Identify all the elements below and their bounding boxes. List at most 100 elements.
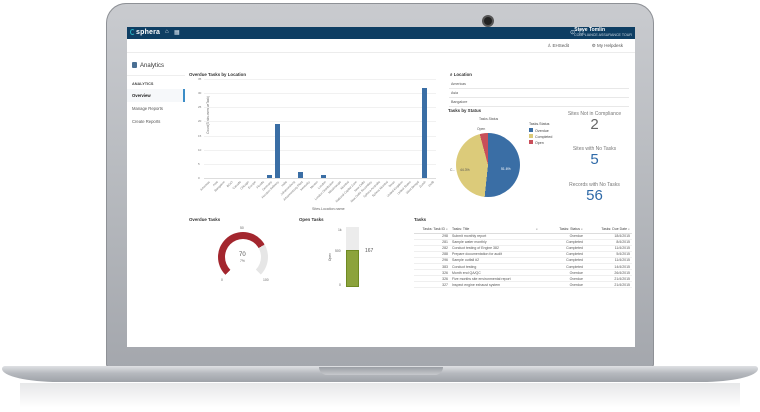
help-icon[interactable]: ⊙ <box>569 30 575 36</box>
analytics-icon <box>132 62 137 68</box>
open-tasks-value: 167 <box>365 248 374 254</box>
bar[interactable] <box>321 175 327 178</box>
table-row[interactable]: 298 Submit monthly report Overdue 18/4/2015 <box>414 233 632 240</box>
grid-icon[interactable]: ▦ <box>174 30 180 36</box>
user-link-label: EHSedit <box>552 43 569 48</box>
legend-title: Tasks.Status <box>529 122 550 126</box>
bullet-tick: 1k <box>338 228 342 232</box>
screen: sphera ⌂ ▦ ⊙ ⚇ Steve Tomlin COMPLIANCE A… <box>127 27 635 347</box>
kpi-title: Sites with No Tasks <box>572 146 617 152</box>
sidebar-item-manage-reports[interactable]: Manage Reports <box>132 106 163 111</box>
bar[interactable] <box>267 175 273 178</box>
gauge-value: 70 <box>239 252 246 258</box>
search-icon: ⌕ <box>450 72 454 77</box>
home-icon[interactable]: ⌂ <box>165 29 169 35</box>
overdue-tasks-gauge[interactable] <box>218 232 268 282</box>
search-icon[interactable]: ⌕ <box>581 227 583 232</box>
cell-due-date: 8/4/2015 <box>585 239 632 246</box>
pie-subtitle: Tasks.Status <box>479 117 499 121</box>
camera-icon <box>484 17 492 25</box>
cell-due-date: 18/4/2015 <box>585 233 632 240</box>
sidebar-item-create-reports[interactable]: Create Reports <box>132 119 161 124</box>
cell-task-id: 281 <box>414 239 450 246</box>
x-axis-line <box>204 178 436 179</box>
legend-item-overdue[interactable]: Overdue <box>529 128 552 134</box>
location-title-label: Location <box>453 72 472 77</box>
table-row[interactable]: 288 Prepare documentation for audit Comple… <box>414 251 632 258</box>
search-icon[interactable]: ⌕ <box>628 227 630 232</box>
location-item[interactable]: Bangalore <box>449 98 629 107</box>
overdue-by-location-chart[interactable]: Count(Tasks.overdueTask) 35 30 25 20 15 … <box>198 77 439 203</box>
bars: Americas Asia Bangalore BGCI Canada Chicago Eu… <box>199 79 436 203</box>
cell-task-id: 327 <box>414 281 450 289</box>
cell-status: Overdue <box>540 275 585 283</box>
kpi-title: Records with No Tasks <box>569 182 620 188</box>
bar[interactable] <box>298 172 304 178</box>
cell-status: Completed <box>540 239 585 246</box>
cell-due-date: 26/4/2015 <box>585 269 632 277</box>
bar[interactable] <box>274 124 280 178</box>
tasks-by-status-pie[interactable] <box>456 133 520 197</box>
table-row[interactable]: 327 Inspect engine exhaust system Overdue 2… <box>414 281 632 289</box>
cell-task-id: 288 <box>414 251 450 258</box>
pie-label-completed: 44.3% <box>460 168 470 172</box>
sidebar-section: ANALYTICS <box>127 75 185 89</box>
legend-swatch <box>529 128 533 132</box>
legend-item-open[interactable]: Open <box>529 140 552 146</box>
cell-due-date: 21/4/2015 <box>585 281 632 289</box>
location-item[interactable]: Asia <box>449 89 629 98</box>
tasks-table: Tasks: Task ID ⌕ Tasks: Title ⌕ Tasks: S… <box>414 226 632 289</box>
pie-label-overdue: 51.6% <box>501 167 511 171</box>
sidebar-item-overview[interactable]: Overview <box>127 89 185 102</box>
user-icon[interactable]: ⚇ <box>578 30 584 36</box>
col-title[interactable]: Tasks: Title ⌕ <box>450 226 540 234</box>
cell-status: Overdue <box>540 269 585 277</box>
search-icon[interactable]: ⌕ <box>536 227 538 232</box>
cell-status: Completed <box>540 263 585 271</box>
col-label: Tasks: Task ID <box>422 227 446 232</box>
table-row[interactable]: 383 Conduct testing Completed 14/4/2015 <box>414 263 632 271</box>
y-tick: 5 <box>198 162 200 166</box>
user-link[interactable]: ♙ EHSedit <box>547 43 569 49</box>
cell-status: Overdue <box>540 233 585 240</box>
cell-task-id: 326 <box>414 269 450 277</box>
tasks-by-status-title: Tasks by Status <box>448 108 482 113</box>
user-name[interactable]: Steve Tomlin <box>574 27 605 33</box>
brand-logo[interactable]: sphera <box>130 29 160 36</box>
sidebar-header: Analytics <box>132 62 164 69</box>
cell-due-date: 11/4/2015 <box>585 245 632 252</box>
location-item[interactable]: Americas <box>449 80 629 89</box>
col-status[interactable]: Tasks: Status ⌕ <box>540 226 585 234</box>
gridline <box>204 107 436 108</box>
sphera-logo-icon <box>130 29 135 35</box>
y-tick: 30 <box>198 91 202 95</box>
gridline <box>204 79 436 80</box>
cell-due-date: 14/4/2015 <box>585 263 632 271</box>
table-row[interactable]: 326 Five months site environmental report… <box>414 275 632 283</box>
kpi-value: 2 <box>590 116 599 133</box>
cell-title: Inspect engine exhaust system <box>450 281 540 289</box>
helpdesk-link[interactable]: ⚙ My Helpdesk <box>592 43 623 49</box>
cell-title: Submit monthly report <box>450 233 540 240</box>
legend-item-completed[interactable]: Completed <box>529 134 552 140</box>
y-tick: 35 <box>198 77 202 81</box>
table-row[interactable]: 281 Sample water monthly Completed 8/4/2015 <box>414 239 632 246</box>
col-label: Tasks: Status <box>559 227 581 232</box>
gauge-max: 100 <box>263 278 269 282</box>
cell-title: Conduct testing of Engine 382 <box>450 245 540 252</box>
bar[interactable] <box>421 87 427 178</box>
legend-label: Overdue <box>535 129 549 133</box>
kpi-title: Sites Not in Compliance <box>567 111 622 117</box>
cell-title: Month end QA/QC <box>450 269 540 277</box>
col-task-id[interactable]: Tasks: Task ID ⌕ <box>414 226 450 234</box>
col-due-date[interactable]: Tasks: Due Date ⌕ <box>585 226 632 234</box>
table-row[interactable]: 296 Sample outfall #2 Completed 11/4/2015 <box>414 257 632 264</box>
col-label: Tasks: Due Date <box>601 227 628 232</box>
legend-swatch <box>529 140 533 144</box>
open-tasks-bar[interactable] <box>346 250 359 287</box>
helpdesk-label: My Helpdesk <box>596 43 623 48</box>
table-row[interactable]: 326 Month end QA/QC Overdue 26/4/2015 <box>414 269 632 277</box>
table-row[interactable]: 282 Conduct testing of Engine 382 Complete… <box>414 245 632 252</box>
search-icon[interactable]: ⌕ <box>446 227 448 232</box>
